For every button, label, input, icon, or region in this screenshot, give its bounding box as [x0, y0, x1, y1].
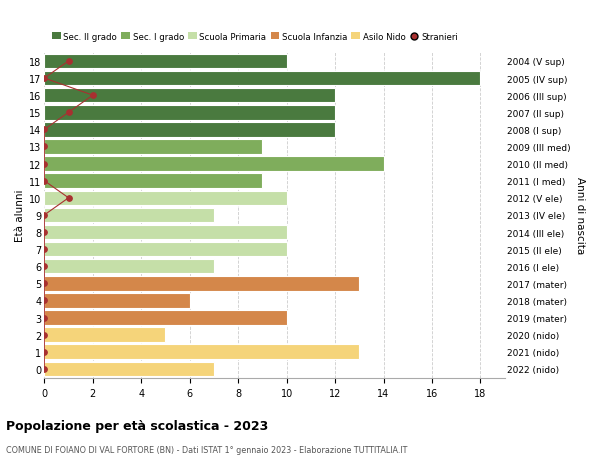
Point [40, 246, 49, 253]
Bar [44, 157, 383, 172]
Bar [44, 294, 190, 308]
Point [40, 75, 49, 83]
Bar [44, 208, 214, 223]
Point [40, 280, 49, 287]
Point [64, 195, 73, 202]
Point [40, 126, 49, 134]
Point [40, 212, 49, 219]
Bar [44, 55, 287, 69]
Bar [44, 311, 287, 325]
Point [40, 178, 49, 185]
Bar [44, 106, 335, 120]
Text: COMUNE DI FOIANO DI VAL FORTORE (BN) - Dati ISTAT 1° gennaio 2023 - Elaborazione: COMUNE DI FOIANO DI VAL FORTORE (BN) - D… [6, 445, 407, 454]
Bar [44, 123, 335, 137]
Bar [44, 345, 359, 359]
Point [40, 161, 49, 168]
Point [40, 365, 49, 373]
Point [40, 144, 49, 151]
Text: Popolazione per età scolastica - 2023: Popolazione per età scolastica - 2023 [6, 419, 268, 432]
Point [40, 348, 49, 356]
Y-axis label: Età alunni: Età alunni [15, 189, 25, 241]
Point [40, 314, 49, 321]
Point [40, 331, 49, 339]
Point [88, 92, 98, 100]
Bar [44, 191, 287, 206]
Bar [44, 242, 287, 257]
Bar [44, 174, 262, 189]
Bar [44, 328, 166, 342]
Point [64, 58, 73, 66]
Point [40, 229, 49, 236]
Bar [44, 362, 214, 376]
Bar [44, 276, 359, 291]
Bar [44, 140, 262, 154]
Legend: Sec. II grado, Sec. I grado, Scuola Primaria, Scuola Infanzia, Asilo Nido, Stran: Sec. II grado, Sec. I grado, Scuola Prim… [49, 29, 461, 45]
Point [40, 297, 49, 304]
Y-axis label: Anni di nascita: Anni di nascita [575, 177, 585, 254]
Point [64, 109, 73, 117]
Bar [44, 225, 287, 240]
Bar [44, 72, 481, 86]
Bar [44, 259, 214, 274]
Point [40, 263, 49, 270]
Bar [44, 89, 335, 103]
